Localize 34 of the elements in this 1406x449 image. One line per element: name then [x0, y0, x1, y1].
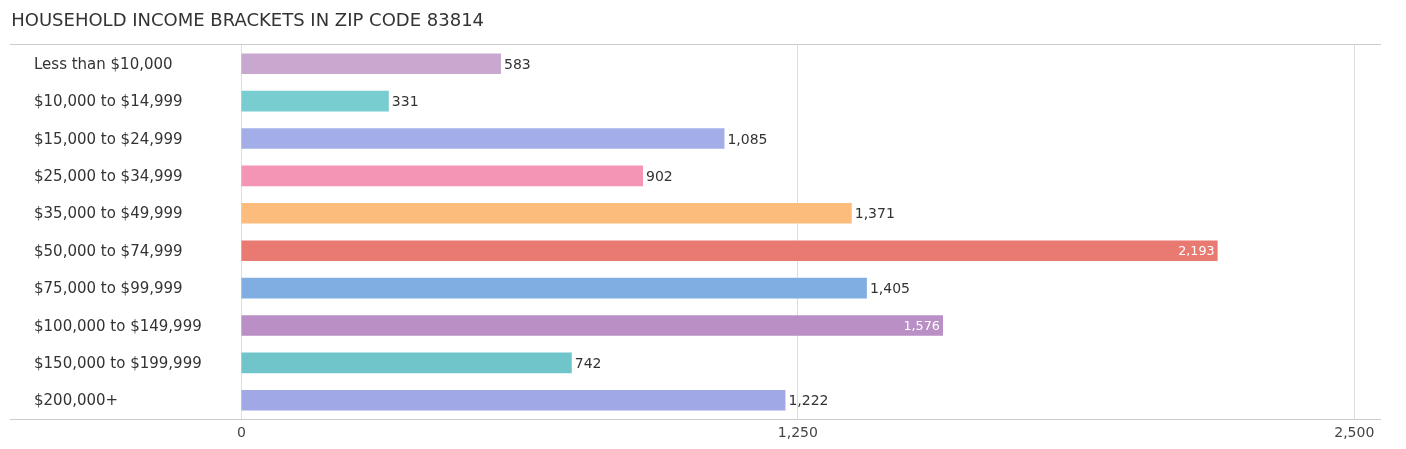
y-tick-label: $15,000 to $24,999 — [34, 130, 183, 148]
bar — [241, 128, 725, 149]
data-label: 583 — [503, 55, 531, 72]
data-label: 1,222 — [788, 392, 829, 409]
bar — [241, 352, 572, 374]
bar — [241, 53, 501, 74]
data-label: 1,576 — [903, 318, 940, 334]
x-tick-label: 2,500 — [1334, 423, 1375, 440]
y-tick-label: $75,000 to $99,999 — [34, 279, 183, 297]
data-label: 2,193 — [1178, 243, 1215, 259]
bar — [241, 315, 943, 336]
chart-title: HOUSEHOLD INCOME BRACKETS IN ZIP CODE 83814 — [11, 9, 485, 31]
y-tick-label: $150,000 to $199,999 — [34, 354, 202, 372]
bar — [241, 203, 852, 224]
x-tick-label: 1,250 — [777, 423, 818, 440]
data-label: 902 — [645, 167, 673, 184]
bar — [241, 277, 867, 299]
y-tick-label: $25,000 to $34,999 — [34, 167, 183, 185]
y-tick-label: $35,000 to $49,999 — [34, 204, 183, 222]
y-tick-label: $200,000+ — [34, 391, 119, 409]
data-label: 331 — [391, 93, 419, 110]
data-label: 1,085 — [727, 130, 768, 147]
data-label: 742 — [574, 354, 602, 371]
y-tick-label: Less than $10,000 — [34, 55, 173, 73]
y-tick-label: $10,000 to $14,999 — [34, 92, 183, 110]
bar — [241, 90, 389, 112]
data-label: 1,371 — [854, 205, 895, 222]
bar — [241, 390, 786, 411]
bar — [241, 165, 643, 187]
y-tick-label: $100,000 to $149,999 — [34, 317, 202, 335]
x-tick-label: 0 — [237, 423, 246, 440]
bar — [241, 240, 1218, 261]
y-tick-label: $50,000 to $74,999 — [34, 242, 183, 260]
data-label: 1,405 — [869, 280, 910, 297]
